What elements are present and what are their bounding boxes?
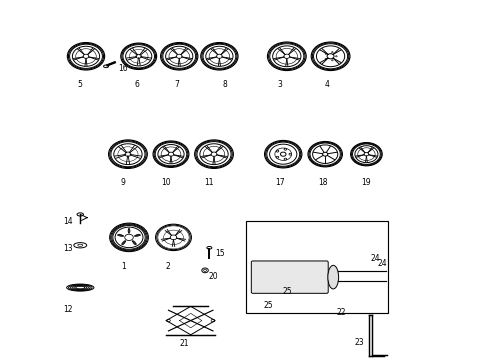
Ellipse shape bbox=[133, 241, 136, 244]
Ellipse shape bbox=[125, 152, 131, 156]
Text: 23: 23 bbox=[354, 338, 364, 347]
Ellipse shape bbox=[103, 65, 108, 68]
Ellipse shape bbox=[115, 227, 142, 248]
Ellipse shape bbox=[272, 46, 300, 67]
Ellipse shape bbox=[136, 54, 141, 58]
Ellipse shape bbox=[276, 150, 278, 152]
Text: 3: 3 bbox=[277, 80, 282, 89]
FancyBboxPatch shape bbox=[251, 261, 327, 293]
Text: 18: 18 bbox=[317, 178, 327, 187]
Text: 20: 20 bbox=[208, 272, 218, 281]
Text: 11: 11 bbox=[204, 178, 214, 187]
Ellipse shape bbox=[312, 145, 337, 163]
Ellipse shape bbox=[276, 156, 278, 158]
Text: 14: 14 bbox=[63, 217, 73, 226]
Ellipse shape bbox=[205, 46, 233, 66]
Ellipse shape bbox=[200, 144, 228, 165]
Ellipse shape bbox=[125, 47, 151, 66]
Ellipse shape bbox=[288, 153, 291, 155]
Ellipse shape bbox=[284, 148, 286, 150]
Ellipse shape bbox=[78, 244, 82, 246]
Ellipse shape bbox=[170, 235, 176, 240]
Ellipse shape bbox=[316, 46, 344, 67]
Text: 17: 17 bbox=[275, 178, 285, 187]
Ellipse shape bbox=[206, 247, 211, 249]
Ellipse shape bbox=[284, 54, 289, 58]
Ellipse shape bbox=[326, 54, 333, 59]
Text: 13: 13 bbox=[63, 244, 73, 253]
Text: 9: 9 bbox=[121, 178, 125, 187]
Ellipse shape bbox=[327, 265, 338, 289]
Ellipse shape bbox=[158, 226, 189, 249]
Text: 24: 24 bbox=[377, 259, 386, 268]
Text: 25: 25 bbox=[282, 287, 292, 296]
Ellipse shape bbox=[83, 54, 89, 58]
Text: 22: 22 bbox=[335, 308, 345, 317]
Ellipse shape bbox=[72, 46, 100, 66]
Ellipse shape bbox=[114, 144, 142, 165]
Ellipse shape bbox=[128, 229, 130, 233]
Text: 15: 15 bbox=[215, 249, 224, 258]
Ellipse shape bbox=[280, 152, 285, 156]
Text: 24: 24 bbox=[370, 254, 380, 263]
Text: 19: 19 bbox=[360, 178, 370, 187]
Bar bbox=[245, 221, 387, 314]
Ellipse shape bbox=[176, 54, 182, 58]
Text: 2: 2 bbox=[165, 262, 170, 271]
Text: 21: 21 bbox=[179, 339, 189, 348]
Text: 4: 4 bbox=[324, 80, 329, 89]
Ellipse shape bbox=[364, 152, 368, 156]
Text: 1: 1 bbox=[121, 262, 126, 271]
Text: 7: 7 bbox=[174, 80, 179, 89]
Ellipse shape bbox=[122, 241, 125, 244]
Ellipse shape bbox=[284, 158, 286, 160]
Text: 25: 25 bbox=[263, 301, 273, 310]
Ellipse shape bbox=[118, 234, 122, 237]
Ellipse shape bbox=[135, 234, 139, 237]
Text: 5: 5 bbox=[77, 80, 82, 89]
Ellipse shape bbox=[216, 54, 222, 58]
Text: 12: 12 bbox=[63, 305, 73, 314]
Ellipse shape bbox=[165, 46, 192, 66]
Ellipse shape bbox=[74, 243, 86, 248]
Ellipse shape bbox=[124, 234, 133, 240]
Ellipse shape bbox=[77, 213, 83, 216]
Ellipse shape bbox=[168, 152, 173, 156]
Ellipse shape bbox=[354, 146, 377, 163]
Ellipse shape bbox=[158, 145, 183, 164]
Ellipse shape bbox=[211, 152, 217, 156]
Ellipse shape bbox=[269, 144, 296, 164]
Text: 6: 6 bbox=[134, 80, 139, 89]
Text: 16: 16 bbox=[118, 64, 128, 73]
Ellipse shape bbox=[322, 152, 327, 156]
Text: 8: 8 bbox=[222, 80, 227, 89]
Text: 10: 10 bbox=[161, 178, 171, 187]
